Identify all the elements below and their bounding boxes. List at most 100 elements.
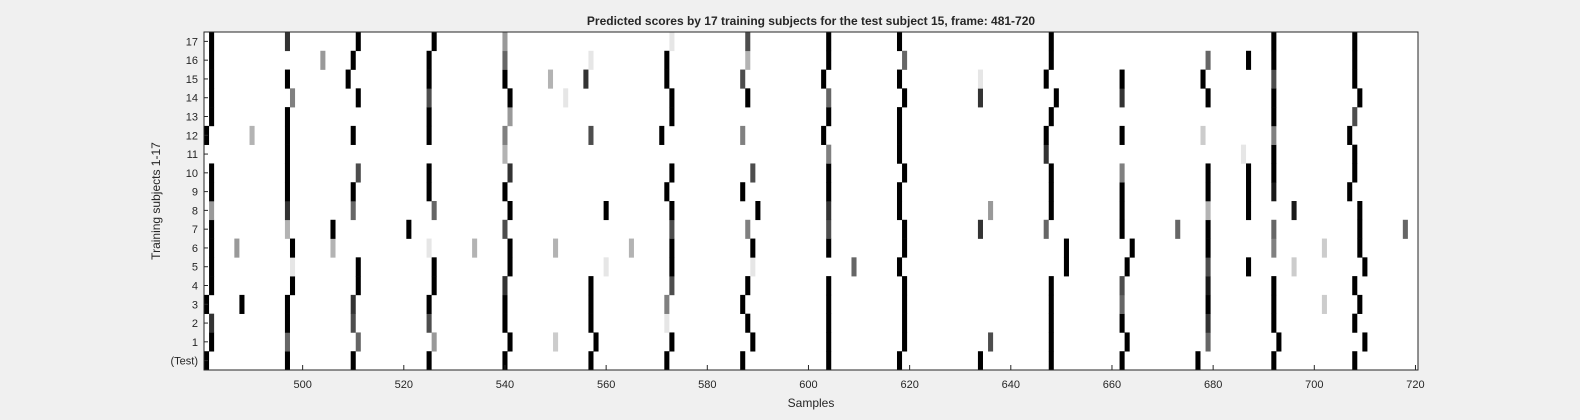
heatmap-cell-row-8-16	[1357, 201, 1363, 221]
heatmap-cell-row-7-14	[1271, 219, 1277, 239]
heatmap-cell-row-1-13	[1124, 332, 1130, 352]
heatmap-cell-row-9-5	[664, 182, 670, 202]
heatmap-cell-row-test-11	[1048, 351, 1054, 371]
heatmap-cell-row-1-4	[507, 332, 513, 352]
heatmap-cell-row-17-11	[1352, 32, 1358, 52]
heatmap-cell-row-9-11	[1205, 182, 1211, 202]
heatmap-cell-row-11-7	[1352, 144, 1358, 164]
heatmap-cell-row-9-12	[1246, 182, 1252, 202]
heatmap-cell-row-12-3	[350, 125, 356, 145]
heatmap-cell-row-test-2	[350, 351, 356, 371]
x-tick-label: 660	[1103, 379, 1121, 391]
y-tick-label: 15	[186, 74, 198, 86]
heatmap-cell-row-3-2	[284, 294, 290, 314]
heatmap-cell-row-10-4	[507, 163, 513, 183]
y-tick-label: 8	[192, 205, 198, 217]
heatmap-cell-row-1-5	[553, 332, 559, 352]
heatmap-cell-row-7-5	[669, 219, 675, 239]
heatmap-cell-row-14-9	[902, 88, 908, 108]
heatmap-cell-row-test-4	[502, 351, 508, 371]
heatmap-cell-row-5-1	[289, 257, 296, 277]
plot-frame	[203, 31, 1419, 371]
y-tick-label: 6	[192, 243, 198, 255]
heatmap-cell-row-14-5	[563, 88, 569, 108]
heatmap-cell-row-8-10	[988, 201, 994, 221]
heatmap-cell-row-5-8	[851, 257, 857, 277]
heatmap-cell-row-8-9	[896, 201, 903, 221]
heatmap-cell-row-15-10	[896, 69, 903, 89]
heatmap-cell-row-6-17	[1321, 238, 1327, 258]
heatmap-cell-row-9-13	[1271, 182, 1277, 202]
heatmap-cell-row-8-6	[669, 201, 675, 221]
heatmap-cell-row-13-9	[1352, 107, 1358, 127]
heatmap-cell-row-16-4	[502, 50, 508, 70]
heatmap-cell-row-test-15	[1352, 351, 1358, 371]
heatmap-cell-row-2-10	[1048, 313, 1054, 333]
heatmap-cell-row-10-8	[902, 163, 908, 183]
heatmap-cell-row-15-1	[284, 69, 290, 89]
heatmap-cell-row-4-2	[355, 276, 361, 296]
heatmap-cell-row-1-0	[209, 332, 215, 352]
heatmap-cell-row-16-8	[826, 50, 832, 70]
heatmap-cell-row-13-1	[284, 107, 290, 127]
heatmap-cell-row-3-14	[1271, 294, 1277, 314]
y-tick-label: 10	[186, 168, 198, 180]
heatmap-cell-row-4-14	[1352, 276, 1358, 296]
heatmap-cell-row-test-5	[588, 351, 594, 371]
x-axis-ticks: 500 520 540 560 580 600 620 640 660 680 700 720	[293, 365, 1425, 391]
heatmap-cell-row-10-6	[750, 163, 756, 183]
heatmap-cell-row-12-8	[740, 125, 746, 145]
heatmap-cell-row-17-2	[355, 32, 361, 52]
heatmap-cell-row-8-5	[603, 201, 609, 221]
heatmap-cell-row-4-13	[1271, 276, 1277, 296]
heatmap-cell-row-15-4	[502, 69, 508, 89]
heatmap-cell-row-11-0	[284, 144, 290, 164]
heatmap-cell-row-15-8	[740, 69, 746, 89]
heatmap-cell-row-1-6	[593, 332, 599, 352]
heatmap-cell-row-16-0	[209, 50, 215, 70]
heatmap-cell-row-11-1	[502, 144, 508, 164]
heatmap-cell-row-1-9	[826, 332, 832, 352]
heatmap-cell-row-4-12	[1205, 276, 1211, 296]
heatmap-cell-row-6-18	[1357, 238, 1363, 258]
heatmap-cell-row-test-1	[284, 351, 290, 371]
heatmap-cell-row-7-1	[284, 219, 290, 239]
heatmap-cell-row-3-10	[902, 294, 908, 314]
heatmap-cell-row-14-4	[507, 88, 513, 108]
heatmap-cell-row-6-6	[507, 238, 513, 258]
heatmap-cell-row-12-9	[821, 125, 827, 145]
chart-title: Predicted scores by 17 training subjects…	[587, 14, 1035, 28]
heatmap-cell-row-7-0	[209, 219, 215, 239]
x-tick-label: 640	[1002, 379, 1020, 391]
heatmap-cell-row-6-9	[669, 238, 675, 258]
heatmap-cell-row-test-10	[977, 351, 983, 371]
heatmap-cell-row-3-11	[1048, 294, 1054, 314]
heatmap-cell-row-8-15	[1291, 201, 1297, 221]
heatmap-cell-row-1-1	[284, 332, 290, 352]
heatmap-cell-row-8-4	[507, 201, 513, 221]
heatmap-cell-row-11-6	[1271, 144, 1277, 164]
heatmap-cell-row-17-0	[209, 32, 215, 52]
y-tick-label: 12	[186, 130, 198, 142]
heatmap-cell-row-7-7	[826, 219, 832, 239]
heatmap-cell-row-10-12	[1246, 163, 1252, 183]
heatmap-cell-row-8-12	[1119, 201, 1125, 221]
heatmap-cell-row-2-11	[1119, 313, 1125, 333]
heatmap-cell-row-17-6	[745, 32, 751, 52]
heatmap-cell-row-13-5	[826, 107, 832, 127]
heatmap-cell-row-10-10	[1119, 163, 1125, 183]
heatmap-cell-row-8-0	[209, 201, 215, 221]
heatmap-cell-row-3-12	[1119, 294, 1125, 314]
heatmap-cell-row-12-14	[1271, 125, 1277, 145]
heatmap-cell-row-6-16	[1271, 238, 1277, 258]
heatmap-cell-row-9-14	[1347, 182, 1353, 202]
heatmap-cell-row-15-5	[547, 69, 554, 89]
heatmap-cell-row-16-9	[902, 50, 908, 70]
heatmap-cell-row-8-2	[350, 201, 356, 221]
heatmap-cell-row-12-11	[1043, 125, 1049, 145]
heatmap-cell-row-6-14	[1129, 238, 1135, 258]
heatmap-cell-row-10-1	[284, 163, 290, 183]
heatmap-cell-row-3-16	[1357, 294, 1363, 314]
heatmap-cell-row-2-2	[350, 313, 356, 333]
heatmap-cell-row-4-0	[209, 276, 215, 296]
